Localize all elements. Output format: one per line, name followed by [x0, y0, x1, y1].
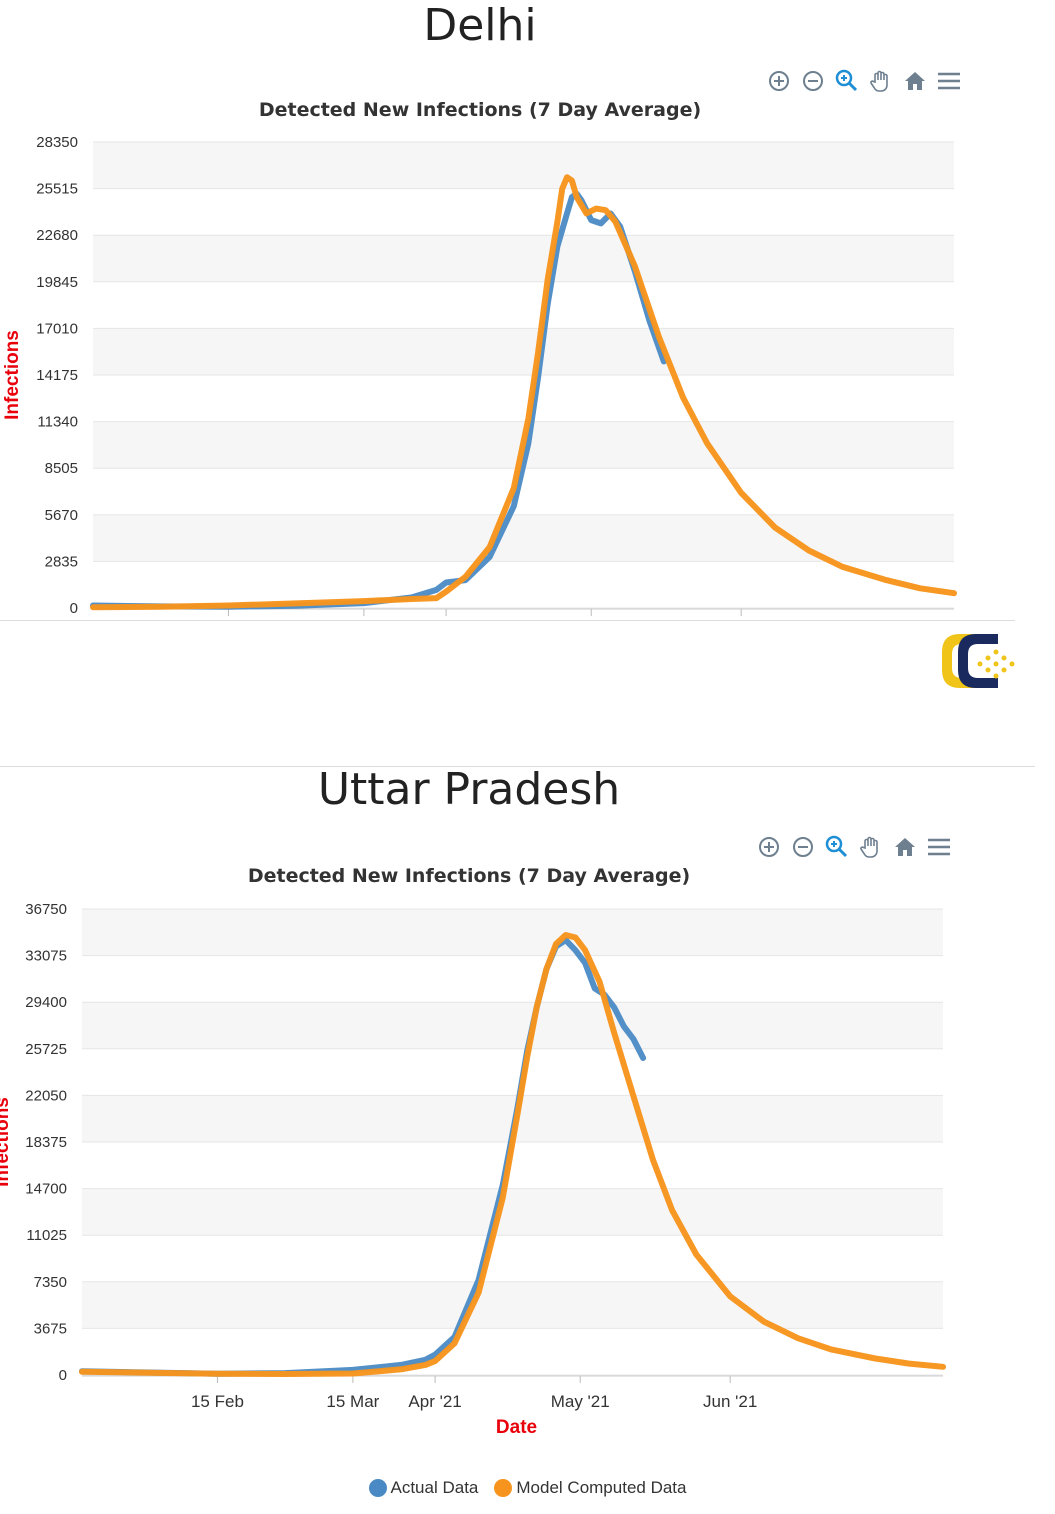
up-chart-svg: 3675033075294002572522050183751470011025…: [0, 901, 946, 1438]
selection-zoom-icon[interactable]: [824, 834, 850, 860]
section-divider: [0, 766, 1035, 767]
y-tick-label: 36750: [25, 901, 67, 918]
y-tick-label: 29400: [25, 994, 67, 1011]
model-computed-line: [90, 174, 957, 611]
legend-marker-actual: [368, 1479, 387, 1497]
y-tick-label: 2835: [45, 553, 78, 570]
y-tick-label: 0: [70, 600, 78, 617]
y-tick-label: 14175: [36, 367, 78, 384]
home-reset-icon[interactable]: [902, 68, 928, 94]
grid-band: [82, 909, 943, 956]
y-tick-label: 11340: [37, 414, 78, 431]
x-tick-label: 15 Feb: [191, 1392, 244, 1411]
y-tick-label: 7350: [34, 1274, 67, 1291]
zoom-out-icon[interactable]: [800, 68, 826, 94]
pan-hand-icon[interactable]: [868, 68, 894, 94]
y-tick-label: 22680: [36, 227, 78, 244]
delhi-chart-svg: 2835025515226801984517010141751134085055…: [2, 134, 957, 617]
y-tick-label: 25725: [25, 1041, 67, 1058]
x-axis-label: Date: [496, 1417, 537, 1438]
y-tick-label: 19845: [36, 274, 78, 291]
x-tick-label: Apr '21: [408, 1392, 461, 1411]
grid-band: [93, 235, 954, 282]
x-tick-label: 15 Mar: [326, 1392, 379, 1411]
up-chart-toolbar: [756, 834, 952, 860]
x-tick-label: Jun '21: [703, 1392, 757, 1411]
y-tick-label: 25515: [36, 181, 78, 198]
grid-band: [82, 1188, 943, 1236]
chart-bottom-divider: [0, 620, 1015, 621]
delhi-chart-toolbar: [766, 68, 962, 94]
grid-band: [93, 142, 954, 189]
x-tick-label: May '21: [551, 1392, 610, 1411]
legend-label-model: Model Computed Data: [516, 1478, 687, 1497]
home-reset-icon[interactable]: [892, 834, 918, 860]
legend-item-actual[interactable]: Actual Data: [368, 1478, 479, 1498]
zoom-in-icon[interactable]: [766, 68, 792, 94]
y-tick-label: 3675: [34, 1320, 67, 1337]
menu-icon[interactable]: [936, 68, 962, 94]
delhi-chart-title: Detected New Infections (7 Day Average): [258, 99, 702, 121]
y-tick-label: 22050: [25, 1087, 67, 1104]
menu-icon[interactable]: [926, 834, 952, 860]
up-chart-title: Detected New Infections (7 Day Average): [247, 865, 691, 887]
y-axis-label: Infections: [2, 330, 23, 420]
model-computed-line: [79, 932, 946, 1377]
pan-hand-icon[interactable]: [858, 834, 884, 860]
y-tick-label: 0: [59, 1367, 67, 1384]
legend-item-model[interactable]: Model Computed Data: [494, 1478, 686, 1498]
y-tick-label: 11025: [26, 1227, 67, 1244]
selection-zoom-icon[interactable]: [834, 68, 860, 94]
grid-band: [82, 1281, 943, 1329]
grid-band: [82, 1002, 943, 1049]
legend-label-actual: Actual Data: [390, 1478, 479, 1497]
y-tick-label: 8505: [45, 460, 78, 477]
chart-legend: Actual Data Model Computed Data: [0, 1478, 1055, 1498]
delhi-title: Delhi: [423, 0, 537, 51]
zoom-in-icon[interactable]: [756, 834, 782, 860]
legend-marker-model: [494, 1479, 513, 1497]
grid-band: [93, 328, 954, 375]
y-tick-label: 14700: [25, 1181, 67, 1198]
zoom-out-icon[interactable]: [790, 834, 816, 860]
y-tick-label: 5670: [45, 507, 78, 524]
y-tick-label: 28350: [36, 134, 78, 151]
uttar-pradesh-title: Uttar Pradesh: [317, 764, 621, 815]
brand-logo: [940, 630, 1018, 692]
y-tick-label: 17010: [36, 320, 78, 337]
y-axis-label: Infections: [0, 1097, 13, 1187]
y-tick-label: 18375: [25, 1134, 67, 1151]
grid-band: [93, 514, 954, 562]
y-tick-label: 33075: [25, 948, 67, 965]
